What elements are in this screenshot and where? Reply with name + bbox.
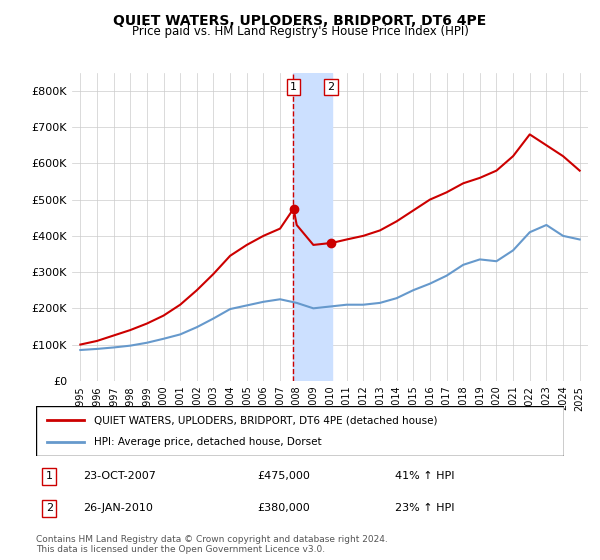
Text: QUIET WATERS, UPLODERS, BRIDPORT, DT6 4PE: QUIET WATERS, UPLODERS, BRIDPORT, DT6 4P… xyxy=(113,14,487,28)
Text: 1: 1 xyxy=(290,82,297,92)
FancyBboxPatch shape xyxy=(36,406,564,456)
Text: 26-JAN-2010: 26-JAN-2010 xyxy=(83,503,154,514)
Text: 1: 1 xyxy=(46,471,53,481)
Text: 41% ↑ HPI: 41% ↑ HPI xyxy=(395,471,455,481)
Text: QUIET WATERS, UPLODERS, BRIDPORT, DT6 4PE (detached house): QUIET WATERS, UPLODERS, BRIDPORT, DT6 4P… xyxy=(94,415,437,425)
Text: 23-OCT-2007: 23-OCT-2007 xyxy=(83,471,157,481)
Text: 23% ↑ HPI: 23% ↑ HPI xyxy=(395,503,455,514)
Bar xyxy=(293,73,332,381)
Text: Contains HM Land Registry data © Crown copyright and database right 2024.
This d: Contains HM Land Registry data © Crown c… xyxy=(36,535,388,554)
Text: £380,000: £380,000 xyxy=(258,503,311,514)
Text: £475,000: £475,000 xyxy=(258,471,311,481)
Text: 2: 2 xyxy=(328,82,335,92)
Text: Price paid vs. HM Land Registry's House Price Index (HPI): Price paid vs. HM Land Registry's House … xyxy=(131,25,469,38)
Text: 2: 2 xyxy=(46,503,53,514)
Text: HPI: Average price, detached house, Dorset: HPI: Average price, detached house, Dors… xyxy=(94,437,322,447)
